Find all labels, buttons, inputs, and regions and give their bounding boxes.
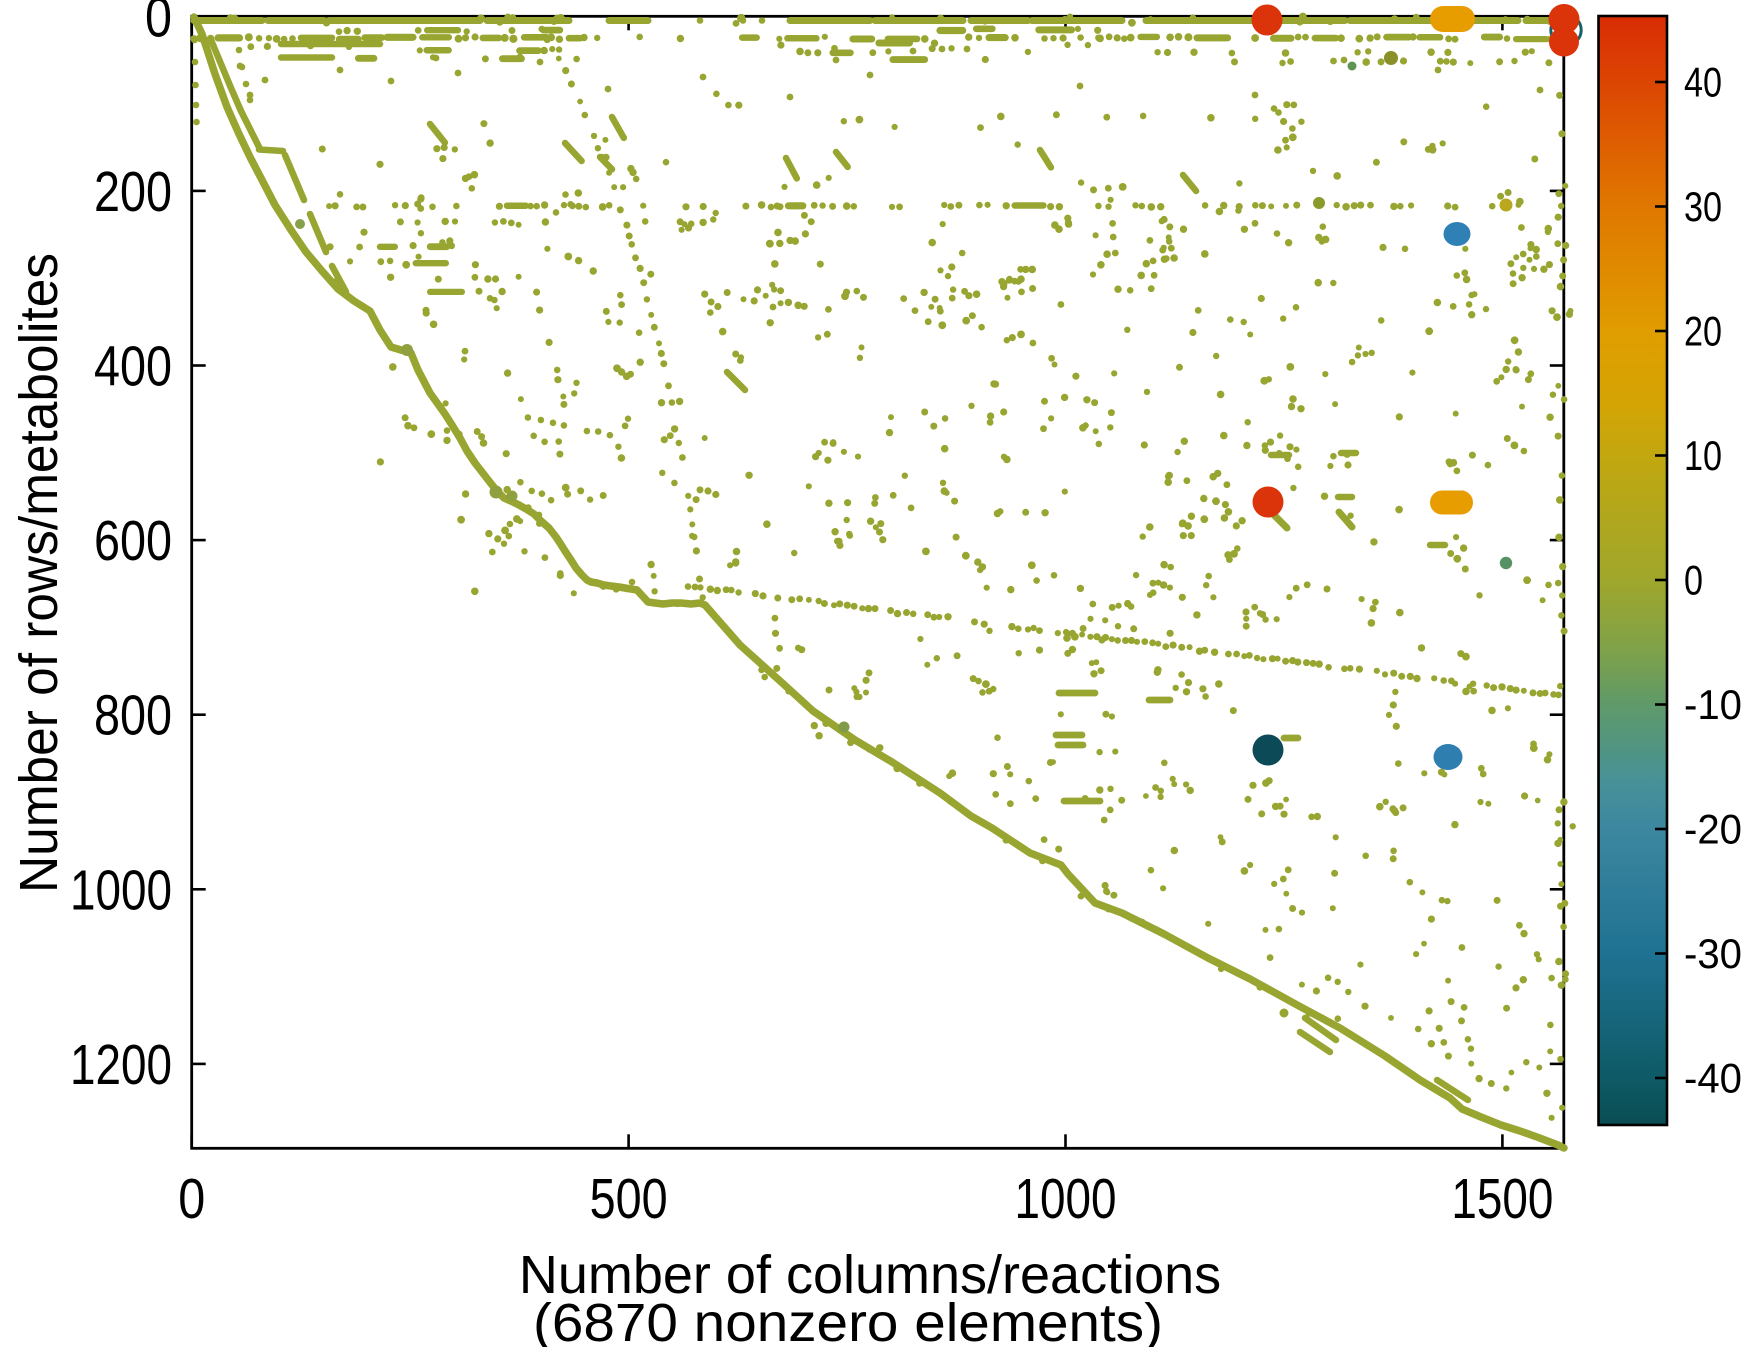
svg-text:10: 10: [1684, 432, 1722, 479]
svg-text:800: 800: [94, 684, 172, 748]
svg-text:500: 500: [590, 1167, 668, 1231]
svg-text:Number of columns/reactions: Number of columns/reactions: [519, 1245, 1221, 1305]
svg-text:-40: -40: [1684, 1055, 1742, 1102]
svg-text:Number of rows/metabolites: Number of rows/metabolites: [9, 253, 69, 893]
svg-text:20: 20: [1684, 308, 1722, 355]
svg-text:0: 0: [178, 1167, 205, 1231]
svg-text:200: 200: [94, 160, 172, 224]
svg-text:0: 0: [1684, 557, 1703, 604]
svg-text:(6870 nonzero elements): (6870 nonzero elements): [533, 1293, 1163, 1347]
svg-text:1000: 1000: [1015, 1167, 1117, 1231]
svg-text:1000: 1000: [70, 858, 172, 922]
svg-text:0: 0: [145, 0, 172, 49]
svg-text:30: 30: [1684, 183, 1722, 230]
svg-text:1200: 1200: [70, 1033, 172, 1097]
svg-text:1500: 1500: [1451, 1167, 1553, 1231]
svg-text:600: 600: [94, 509, 172, 573]
svg-text:-10: -10: [1684, 681, 1742, 728]
svg-text:40: 40: [1684, 59, 1722, 106]
svg-text:-20: -20: [1684, 806, 1742, 853]
svg-text:-30: -30: [1684, 930, 1742, 977]
svg-text:400: 400: [94, 335, 172, 399]
